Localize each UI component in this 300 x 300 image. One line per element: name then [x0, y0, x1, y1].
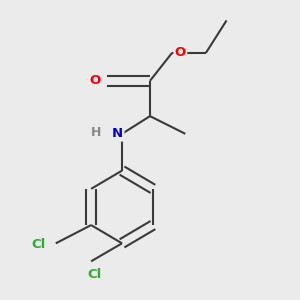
Text: Cl: Cl: [31, 238, 45, 251]
Text: H: H: [91, 126, 102, 139]
Text: Cl: Cl: [87, 268, 101, 281]
Text: O: O: [89, 74, 100, 87]
Text: O: O: [175, 46, 186, 59]
Text: N: N: [112, 127, 123, 140]
